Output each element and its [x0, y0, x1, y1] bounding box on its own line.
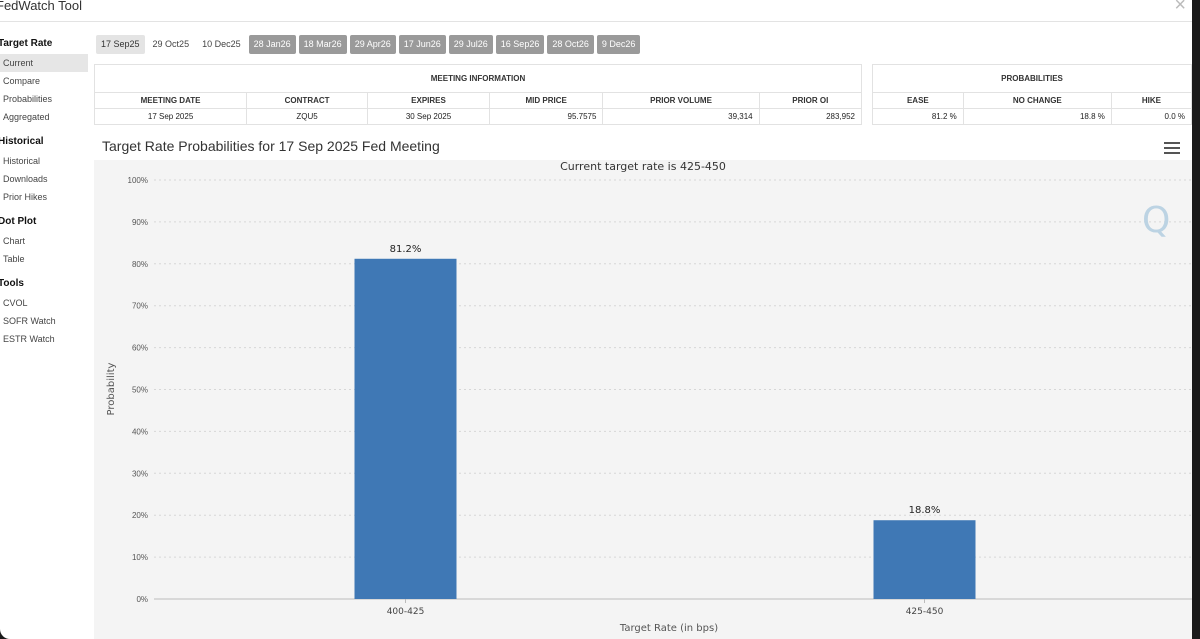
x-tick-label-400-425: 400-425	[387, 607, 425, 617]
sidebar: Target Rate Current Compare Probabilities Ag…	[0, 34, 88, 354]
meeting-cell-5: 283,952	[758, 108, 863, 125]
probabilities-table: PROBABILITIES EASE NO CHANGE HIKE 81.2 % 18…	[872, 64, 1193, 125]
tab-9-dec26[interactable]: 9 Dec26	[596, 35, 641, 54]
sidebar-item-estr-watch[interactable]: ESTR Watch	[3, 334, 55, 344]
sidebar-section-dot-plot: Dot Plot Chart Table	[0, 212, 88, 268]
meeting-cell-4: 39,314	[602, 108, 760, 125]
sidebar-item-table[interactable]: Table	[3, 254, 25, 264]
meeting-date-tabs: 17 Sep25 29 Oct25 10 Dec25 28 Jan26 18 Mar26…	[96, 35, 641, 55]
tab-10-dec25[interactable]: 10 Dec25	[197, 35, 246, 54]
title-bar: FedWatch Tool ×	[0, 0, 1192, 22]
probability-cell-0: 81.2 %	[872, 108, 964, 125]
chart-area: 0% 10% 20% 30% 40% 50% 60% 70% 80% 90% 100% Current…	[94, 160, 1192, 639]
window-title: FedWatch Tool	[0, 0, 82, 13]
y-tick-label: 50%	[132, 386, 148, 395]
data-label-425-450: 18.8%	[909, 505, 941, 516]
sidebar-heading: Target Rate	[0, 38, 53, 49]
probability-bar-chart: 0% 10% 20% 30% 40% 50% 60% 70% 80% 90% 100% Current…	[106, 160, 1192, 634]
meeting-cell-2: 30 Sep 2025	[367, 108, 490, 125]
column-header-prior-volume: PRIOR VOLUME	[602, 92, 760, 109]
y-tick-label: 60%	[132, 344, 148, 353]
watermark-logo: Q	[1142, 200, 1170, 241]
tab-28-jan26[interactable]: 28 Jan26	[248, 35, 296, 54]
column-header-ease: EASE	[872, 92, 964, 109]
meeting-cell-1: ZQU5	[246, 108, 369, 125]
column-header-no-change: NO CHANGE	[962, 92, 1112, 109]
sidebar-item-sofr-watch[interactable]: SOFR Watch	[3, 316, 56, 326]
sidebar-item-current[interactable]: Current	[0, 54, 88, 72]
sidebar-item-cvol[interactable]: CVOL	[3, 298, 28, 308]
y-axis-title: Probability	[106, 362, 117, 415]
column-header-contract: CONTRACT	[246, 92, 369, 109]
meeting-information-heading: MEETING INFORMATION	[94, 64, 862, 93]
tab-29-apr26[interactable]: 29 Apr26	[349, 35, 396, 54]
tab-18-mar26[interactable]: 18 Mar26	[298, 35, 347, 54]
tab-28-oct26[interactable]: 28 Oct26	[547, 35, 594, 54]
column-header-prior-oi: PRIOR OI	[758, 92, 863, 109]
bar-400-425[interactable]	[354, 258, 457, 599]
bar-425-450[interactable]	[873, 520, 976, 599]
chart-menu-icon[interactable]	[1164, 142, 1180, 156]
y-tick-label: 90%	[132, 218, 148, 227]
sidebar-item-probabilities[interactable]: Probabilities	[3, 94, 53, 104]
column-header-expires: EXPIRES	[367, 92, 490, 109]
tab-29-oct25[interactable]: 29 Oct25	[147, 35, 195, 54]
x-axis-title: Target Rate (in bps)	[619, 623, 718, 634]
tab-16-sep26[interactable]: 16 Sep26	[495, 35, 545, 54]
sidebar-heading: Tools	[0, 278, 24, 289]
meeting-information-table: MEETING INFORMATION MEETING DATE CONTRACT…	[93, 64, 863, 125]
x-tick-label-425-450: 425-450	[906, 607, 944, 617]
close-icon[interactable]: ×	[1174, 0, 1186, 16]
y-tick-label: 80%	[132, 260, 148, 269]
probability-cell-2: 0.0 %	[1110, 108, 1193, 125]
data-label-400-425: 81.2%	[390, 244, 422, 255]
sidebar-item-compare[interactable]: Compare	[3, 76, 41, 86]
y-tick-label: 70%	[132, 302, 148, 311]
tab-29-jul26[interactable]: 29 Jul26	[448, 35, 493, 54]
y-tick-label: 40%	[132, 427, 148, 436]
sidebar-section-target-rate: Target Rate Current Compare Probabilities Ag…	[0, 34, 88, 126]
tab-17-jun26[interactable]: 17 Jun26	[398, 35, 446, 54]
sidebar-item-aggregated[interactable]: Aggregated	[3, 112, 50, 122]
sidebar-heading: Dot Plot	[0, 216, 37, 227]
sidebar-section-tools: Tools CVOL SOFR Watch ESTR Watch	[0, 274, 88, 348]
sidebar-item-prior-hikes[interactable]: Prior Hikes	[3, 192, 48, 202]
y-tick-label: 30%	[132, 469, 148, 478]
column-header-meeting-date: MEETING DATE	[93, 92, 248, 109]
probabilities-heading: PROBABILITIES	[872, 64, 1192, 93]
sidebar-item-downloads[interactable]: Downloads	[3, 174, 48, 184]
meeting-cell-3: 95.7575	[488, 108, 604, 125]
column-header-mid-price: MID PRICE	[488, 92, 604, 109]
chart-subtitle: Current target rate is 425-450	[560, 160, 726, 173]
y-tick-label: 0%	[136, 595, 148, 604]
sidebar-item-chart[interactable]: Chart	[3, 236, 26, 246]
y-tick-label: 10%	[132, 553, 148, 562]
y-tick-label: 100%	[128, 176, 148, 185]
sidebar-section-historical: Historical Historical Downloads Prior Hikes	[0, 132, 88, 206]
y-tick-label: 20%	[132, 511, 148, 520]
meeting-cell-0: 17 Sep 2025	[93, 108, 248, 125]
probability-cell-1: 18.8 %	[962, 108, 1112, 125]
column-header-hike: HIKE	[1110, 92, 1193, 109]
tab-17-sep25[interactable]: 17 Sep25	[96, 35, 145, 54]
sidebar-heading: Historical	[0, 136, 44, 147]
sidebar-item-historical[interactable]: Historical	[3, 156, 41, 166]
chart-title: Target Rate Probabilities for 17 Sep 202…	[102, 138, 440, 154]
